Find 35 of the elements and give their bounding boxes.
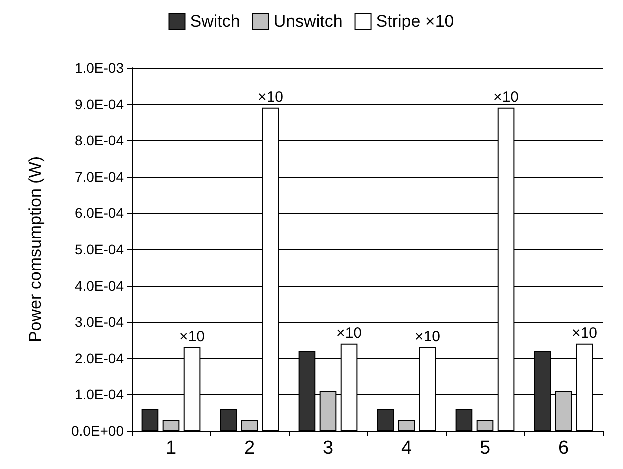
annotation: ×10	[336, 324, 362, 342]
bar	[398, 420, 416, 431]
annotation: ×10	[258, 88, 284, 106]
x-tick-label: 4	[401, 438, 412, 459]
bar	[476, 420, 494, 431]
bar	[456, 409, 473, 431]
y-tick-label: 9.0E-04	[74, 96, 124, 112]
annotation: ×10	[415, 328, 441, 346]
y-tick-label: 3.0E-04	[74, 314, 124, 330]
x-tick-label: 5	[480, 438, 491, 459]
y-tick-label: 1.0E-04	[74, 386, 124, 403]
x-tick-label: 1	[166, 438, 177, 459]
y-tick-label: 5.0E-04	[74, 242, 124, 258]
bar	[220, 409, 238, 431]
bar	[241, 420, 258, 431]
y-tick-label: 7.0E-04	[74, 168, 124, 185]
bar	[162, 420, 180, 431]
y-tick-label: 8.0E-04	[74, 132, 124, 149]
annotation: ×10	[180, 328, 206, 346]
legend-label: Stripe ×10	[376, 12, 454, 31]
x-tick-label: 6	[558, 438, 570, 459]
y-tick-label: 2.0E-04	[74, 350, 124, 366]
y-tick-label: 1.0E-03	[74, 60, 124, 76]
bar	[377, 409, 394, 431]
y-tick-label: 4.0E-04	[74, 278, 124, 294]
x-tick-label: 3	[322, 438, 334, 459]
legend-label: Switch	[190, 12, 240, 31]
y-axis-title: Power comsumption (W)	[26, 156, 45, 343]
y-tick-label: 6.0E-04	[74, 205, 124, 222]
x-tick-label: 2	[244, 438, 256, 459]
bar	[142, 409, 159, 431]
legend-label: Unswitch	[274, 12, 343, 31]
annotation: ×10	[572, 324, 598, 342]
annotation: ×10	[494, 88, 520, 106]
y-tick-label: 0.0E+00	[71, 423, 124, 439]
